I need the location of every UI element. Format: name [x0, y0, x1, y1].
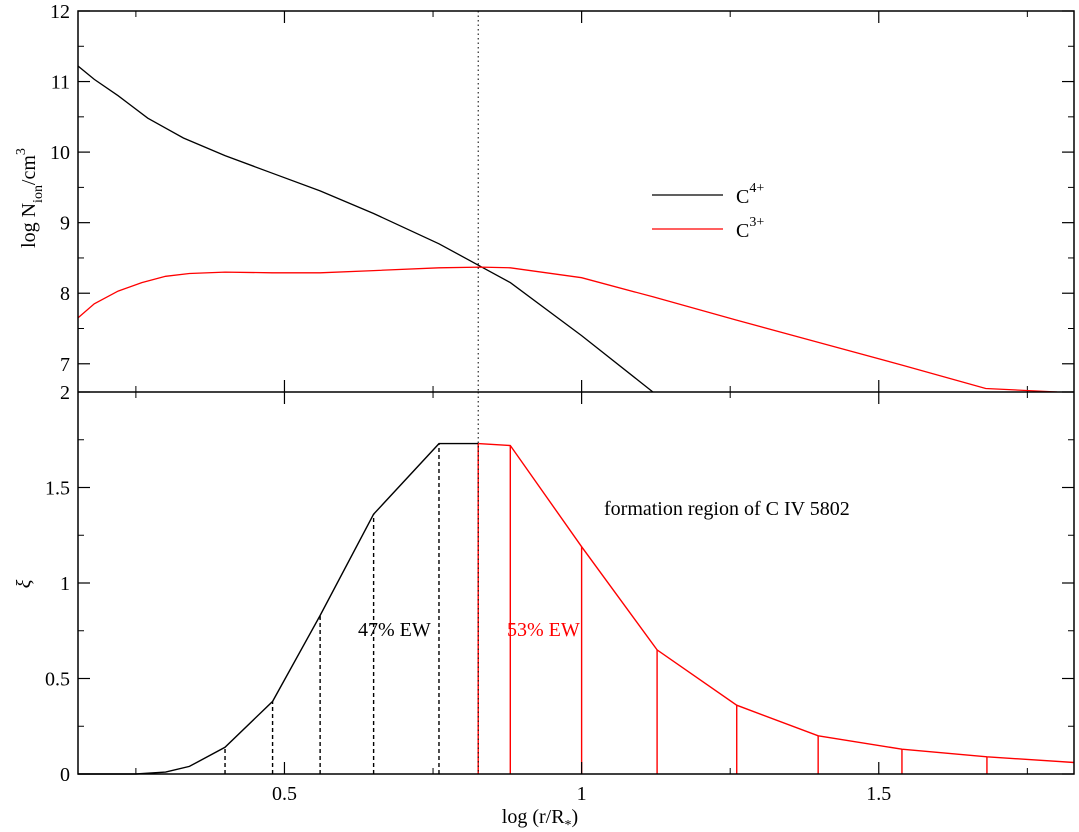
- top-y-tick-labels: 7 8 9 10 11 12: [50, 1, 70, 376]
- top-y-axis-label: log Nion/cm3: [14, 148, 46, 248]
- y-tick-label: 11: [51, 72, 70, 94]
- bottom-series-group: [78, 442, 1075, 775]
- y-tick-label: 0: [60, 764, 70, 786]
- top-panel: 7 8 9 10 11 12 log Nion/cm3 C4+ C3+: [14, 1, 1074, 392]
- series-line-c4plus-contribution: [78, 442, 479, 775]
- bottom-y-tick-labels: 0 0.5 1 1.5 2: [45, 382, 70, 786]
- y-tick-label: 2: [60, 382, 70, 404]
- formation-region-annotation: formation region of C IV 5802: [604, 498, 850, 520]
- c3-ew-share-annotation: 53% EW: [507, 619, 580, 641]
- x-tick-label: 1: [577, 783, 587, 805]
- bottom-panel: 0 0.5 1 1.5 2 0.5 1 1.5 ξ log (r/R*) formation…: [13, 382, 1075, 832]
- bottom-y-axis-label: ξ: [13, 579, 35, 588]
- x-tick-label: 1.5: [866, 783, 891, 805]
- y-tick-label: 1: [60, 573, 70, 595]
- y-tick-label: 7: [60, 354, 70, 376]
- x-tick-labels: 0.5 1 1.5: [272, 783, 891, 805]
- y-tick-label: 0.5: [45, 669, 70, 691]
- x-tick-label: 0.5: [272, 783, 297, 805]
- top-series-group: [78, 65, 1058, 392]
- legend-label-c3: C3+: [736, 215, 764, 242]
- y-tick-label: 1.5: [45, 478, 70, 500]
- y-tick-label: 9: [60, 213, 70, 235]
- legend: C4+ C3+: [652, 181, 764, 242]
- x-axis-label: log (r/R*): [502, 806, 578, 832]
- legend-label-c4: C4+: [736, 181, 764, 208]
- series-line-c4plus: [78, 65, 654, 392]
- y-tick-label: 10: [50, 142, 70, 164]
- y-tick-label: 12: [50, 1, 70, 23]
- c4-ew-share-annotation: 47% EW: [358, 619, 431, 641]
- series-line-c3plus: [78, 266, 1058, 392]
- series-line-c3plus-contribution: [478, 442, 1075, 764]
- y-tick-label: 8: [60, 283, 70, 305]
